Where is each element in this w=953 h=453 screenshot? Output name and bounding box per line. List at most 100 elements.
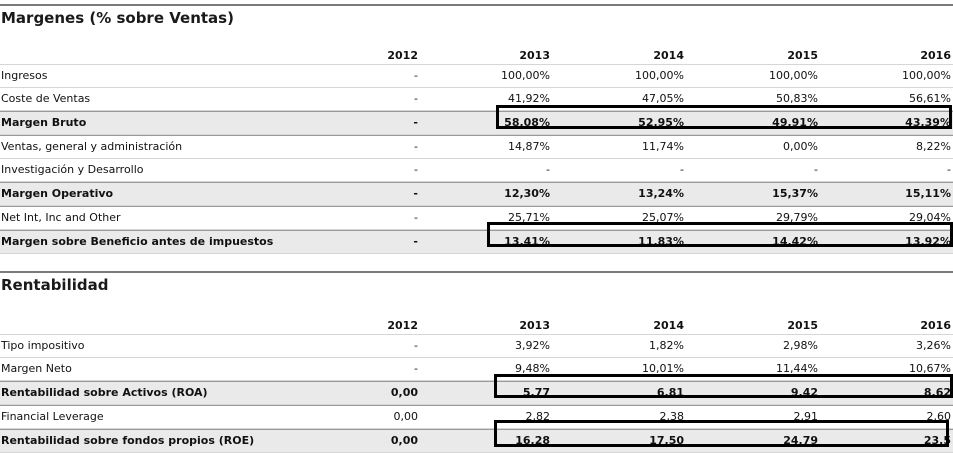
value-cell: 58,08%	[504, 116, 550, 129]
value-cell: 16,28	[515, 434, 550, 447]
row-label: Investigación y Desarrollo	[1, 163, 144, 176]
value-cell: 0,00%	[783, 140, 818, 153]
table-row: Net Int, Inc and Other - 25,71% 25,07% 29,79…	[0, 206, 953, 230]
value-cell: 100,00%	[635, 69, 684, 82]
value-cell: -	[546, 163, 550, 176]
value-cell: 17,50	[649, 434, 684, 447]
value-cell: 100,00%	[769, 69, 818, 82]
table-row: Margen Neto - 9,48% 10,01% 11,44% 10,67%	[0, 358, 953, 381]
value-cell: 14,42%	[772, 235, 818, 248]
table-row: Investigación y Desarrollo - - - - -	[0, 159, 953, 182]
value-cell: -	[414, 92, 418, 105]
row-label: Coste de Ventas	[1, 92, 91, 105]
profitability-section: Rentabilidad 2012 2013 2014 2015 2016 Ti…	[0, 271, 953, 453]
value-cell: 25,71%	[508, 211, 550, 224]
value-cell: 12,30%	[504, 187, 550, 200]
value-cell: 15,11%	[905, 187, 951, 200]
row-label: Margen Neto	[1, 362, 72, 375]
value-cell: 13,24%	[638, 187, 684, 200]
value-cell: 23,5	[923, 434, 951, 447]
value-cell: 1,82%	[649, 339, 684, 352]
table-row: Margen Operativo - 12,30% 13,24% 15,37% 15,11…	[0, 182, 953, 206]
value-cell: 52,95%	[638, 116, 684, 129]
profitability-header-row: 2012 2013 2014 2015 2016	[0, 314, 953, 335]
row-label: Rentabilidad sobre fondos propios (ROE)	[1, 434, 255, 447]
value-cell: 100,00%	[902, 69, 951, 82]
value-cell: 2,91	[793, 410, 819, 423]
value-cell: 6,81	[656, 386, 684, 399]
value-cell: 56,61%	[909, 92, 951, 105]
table-row: Financial Leverage 0,00 2,82 2,38 2,91 2,60	[0, 405, 953, 429]
row-label: Ventas, general y administración	[1, 140, 183, 153]
year-header: 2013	[519, 319, 550, 332]
year-header: 2012	[387, 49, 418, 62]
value-cell: -	[414, 211, 418, 224]
row-label: Financial Leverage	[1, 410, 104, 423]
value-cell: 50,83%	[776, 92, 818, 105]
value-cell: 29,79%	[776, 211, 818, 224]
table-row: Ventas, general y administración - 14,87% 1…	[0, 135, 953, 159]
value-cell: 8,62	[923, 386, 951, 399]
table-row: Tipo impositivo - 3,92% 1,82% 2,98% 3,26%	[0, 335, 953, 358]
value-cell: 3,26%	[916, 339, 951, 352]
row-label: Margen Bruto	[1, 116, 87, 129]
value-cell: 100,00%	[501, 69, 550, 82]
value-cell: -	[413, 235, 418, 248]
value-cell: 11,74%	[642, 140, 684, 153]
value-cell: -	[414, 339, 418, 352]
value-cell: -	[414, 362, 418, 375]
year-header: 2012	[387, 319, 418, 332]
value-cell: -	[414, 140, 418, 153]
value-cell: 10,01%	[642, 362, 684, 375]
value-cell: -	[413, 187, 418, 200]
value-cell: 8,22%	[916, 140, 951, 153]
value-cell: 2,98%	[783, 339, 818, 352]
value-cell: 43,39%	[905, 116, 951, 129]
year-header: 2016	[920, 319, 951, 332]
value-cell: 15,37%	[772, 187, 818, 200]
value-cell: 2,82	[525, 410, 551, 423]
value-cell: 24,79	[783, 434, 818, 447]
value-cell: 29,04%	[909, 211, 951, 224]
row-label: Ingresos	[1, 69, 48, 82]
year-header: 2015	[787, 49, 818, 62]
year-header: 2014	[653, 49, 684, 62]
value-cell: 10,67%	[909, 362, 951, 375]
value-cell: 9,42	[790, 386, 818, 399]
year-header: 2014	[653, 319, 684, 332]
table-row: Rentabilidad sobre Activos (ROA) 0,00 5,77…	[0, 381, 953, 405]
year-header: 2015	[787, 319, 818, 332]
value-cell: -	[680, 163, 684, 176]
value-cell: 14,87%	[508, 140, 550, 153]
value-cell: 5,77	[522, 386, 550, 399]
value-cell: 3,92%	[515, 339, 550, 352]
value-cell: 0,00	[393, 410, 419, 423]
value-cell: 13,92%	[905, 235, 951, 248]
value-cell: 11,83%	[638, 235, 684, 248]
value-cell: -	[947, 163, 951, 176]
table-row: Ingresos - 100,00% 100,00% 100,00% 100,00%	[0, 65, 953, 88]
year-header: 2013	[519, 49, 550, 62]
year-header: 2016	[920, 49, 951, 62]
value-cell: 9,48%	[515, 362, 550, 375]
row-label: Margen sobre Beneficio antes de impuesto…	[1, 235, 274, 248]
value-cell: 2,38	[659, 410, 685, 423]
value-cell: -	[414, 163, 418, 176]
value-cell: -	[814, 163, 818, 176]
margins-header-row: 2012 2013 2014 2015 2016	[0, 44, 953, 65]
table-row: Coste de Ventas - 41,92% 47,05% 50,83% 56,61%	[0, 88, 953, 111]
value-cell: 0,00	[390, 434, 418, 447]
value-cell: 49,91%	[772, 116, 818, 129]
value-cell: 2,60	[926, 410, 952, 423]
table-row: Rentabilidad sobre fondos propios (ROE) 0…	[0, 429, 953, 453]
table-row: Margen Bruto - 58,08% 52,95% 49,91% 43,39%	[0, 111, 953, 135]
margins-section: Margenes (% sobre Ventas) 2012 2013 2014…	[0, 4, 953, 254]
value-cell: -	[414, 69, 418, 82]
value-cell: 41,92%	[508, 92, 550, 105]
value-cell: 25,07%	[642, 211, 684, 224]
value-cell: 11,44%	[776, 362, 818, 375]
value-cell: 47,05%	[642, 92, 684, 105]
table-row: Margen sobre Beneficio antes de impuesto…	[0, 230, 953, 254]
margins-title: Margenes (% sobre Ventas)	[0, 4, 953, 30]
row-label: Net Int, Inc and Other	[1, 211, 121, 224]
